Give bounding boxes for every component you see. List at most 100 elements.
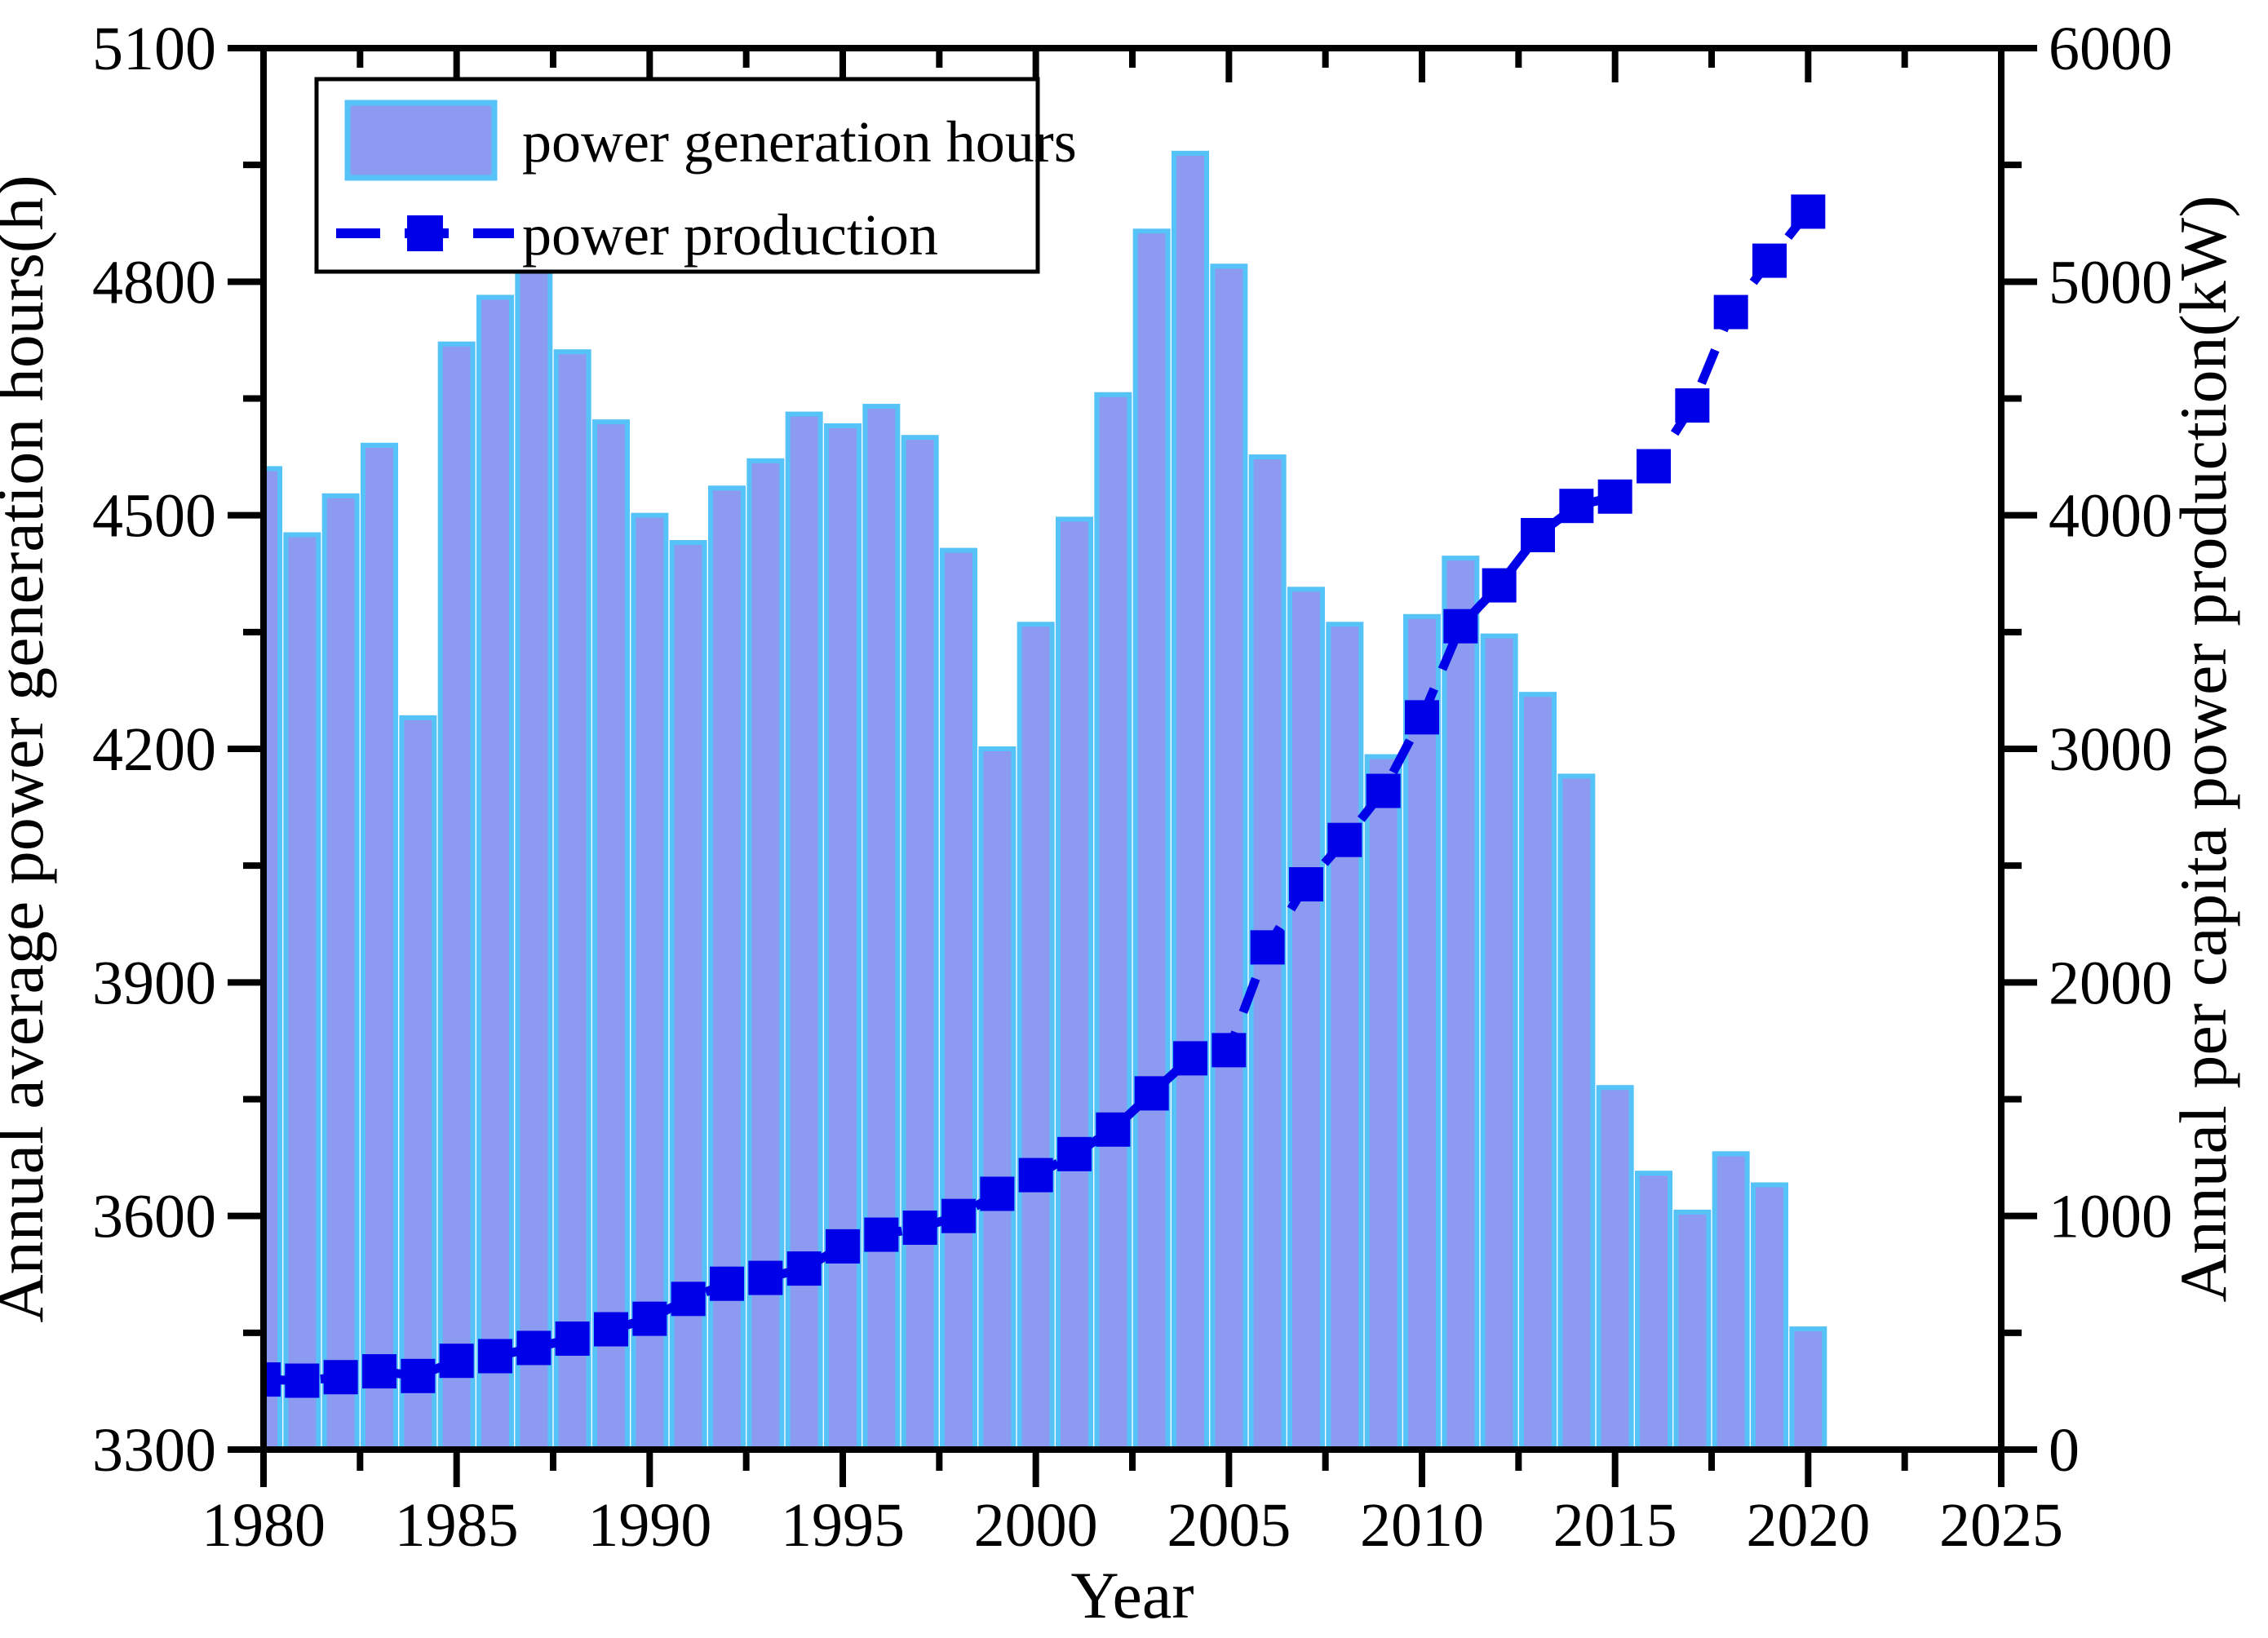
marker-1983	[362, 1354, 396, 1389]
marker-2010	[1405, 700, 1439, 735]
legend-bar-swatch	[344, 100, 498, 181]
marker-2015	[1597, 479, 1632, 514]
bar-2005	[1210, 263, 1248, 1450]
bar-1987	[515, 255, 553, 1450]
bar-1992	[708, 485, 746, 1450]
marker-2020	[1791, 194, 1826, 229]
bar-1983	[361, 442, 398, 1450]
marker-2009	[1366, 773, 1401, 808]
bar-1993	[746, 458, 785, 1450]
marker-1992	[710, 1266, 744, 1301]
bar-2019	[1751, 1182, 1788, 1450]
bar-2009	[1364, 754, 1402, 1450]
marker-2001	[1057, 1136, 1092, 1171]
marker-1985	[439, 1344, 474, 1379]
marker-2005	[1212, 1033, 1247, 1068]
x-tick-label-2020: 2020	[1746, 1491, 1870, 1560]
marker-2003	[1134, 1076, 1169, 1111]
x-tick-label-1985: 1985	[395, 1491, 519, 1560]
marker-1981	[285, 1363, 320, 1398]
right-tick-label-5000: 5000	[2049, 248, 2173, 317]
left-axis-title: Annual average power generation hours(h)	[0, 175, 57, 1322]
bar-1988	[553, 349, 591, 1450]
marker-1986	[478, 1339, 512, 1374]
bar-1997	[901, 435, 939, 1450]
x-tick-label-2010: 2010	[1360, 1491, 1484, 1560]
marker-1987	[516, 1330, 551, 1366]
bar-1999	[978, 746, 1017, 1450]
x-tick-label-1995: 1995	[781, 1491, 905, 1560]
x-tick-label-2025: 2025	[1939, 1491, 2063, 1560]
x-tick-label-2005: 2005	[1167, 1491, 1291, 1560]
right-tick-label-0: 0	[2049, 1416, 2080, 1485]
bar-2020	[1789, 1326, 1827, 1450]
marker-1980	[264, 1362, 281, 1397]
x-tick-label-1990: 1990	[587, 1491, 711, 1560]
marker-1989	[594, 1312, 628, 1347]
bar-1994	[785, 411, 823, 1450]
marker-1994	[786, 1251, 822, 1286]
x-tick-label-2015: 2015	[1553, 1491, 1677, 1560]
marker-1996	[864, 1217, 899, 1252]
marker-1993	[748, 1260, 783, 1295]
bar-2013	[1519, 692, 1557, 1450]
bar-1986	[476, 294, 514, 1450]
bar-1998	[940, 547, 977, 1450]
right-tick-label-3000: 3000	[2049, 715, 2173, 784]
line-series	[264, 194, 1826, 1398]
bar-1982	[321, 493, 360, 1450]
legend-line-label: power production	[522, 202, 938, 268]
bar-2000	[1017, 622, 1055, 1450]
bar-2012	[1480, 633, 1518, 1450]
marker-1991	[671, 1282, 706, 1317]
marker-1984	[401, 1358, 436, 1393]
marker-1997	[902, 1210, 937, 1245]
bar-2004	[1172, 150, 1209, 1450]
left-tick-label-5100: 5100	[92, 15, 216, 83]
bar-2014	[1557, 773, 1596, 1450]
left-tick-label-4500: 4500	[92, 482, 216, 551]
bar-1996	[862, 404, 901, 1450]
marker-1999	[980, 1176, 1015, 1211]
right-axis-title: Annual per capita power production(kW)	[2166, 195, 2240, 1302]
marker-2018	[1713, 294, 1748, 330]
marker-2014	[1559, 489, 1594, 524]
marker-1982	[323, 1360, 358, 1395]
marker-2012	[1482, 568, 1517, 603]
bar-2017	[1673, 1209, 1712, 1450]
marker-1990	[632, 1301, 667, 1336]
left-tick-label-3300: 3300	[92, 1416, 216, 1485]
x-tick-label-1980: 1980	[202, 1491, 326, 1560]
tick-labels: 3300 3600 3900 4200 4500 4800 5100 0 1000 2000 300…	[92, 15, 2173, 1560]
right-tick-label-6000: 6000	[2049, 15, 2173, 83]
bar-2002	[1094, 392, 1132, 1450]
bar-series	[264, 150, 1827, 1450]
right-tick-label-2000: 2000	[2049, 949, 2173, 1017]
bar-2008	[1326, 622, 1364, 1450]
legend: power generation hours power production	[314, 77, 1077, 274]
bar-1995	[824, 423, 862, 1450]
marker-2002	[1096, 1112, 1131, 1147]
marker-2019	[1752, 243, 1787, 278]
bar-2015	[1596, 1085, 1634, 1450]
bar-1985	[437, 341, 476, 1450]
bar-2007	[1287, 587, 1325, 1450]
left-tick-label-3900: 3900	[92, 949, 216, 1017]
bar-2003	[1132, 228, 1171, 1450]
bar-1984	[399, 715, 437, 1450]
bar-2018	[1712, 1151, 1750, 1450]
bar-1981	[283, 532, 321, 1450]
marker-1998	[941, 1198, 976, 1233]
right-tick-label-4000: 4000	[2049, 482, 2173, 551]
x-tick-label-2000: 2000	[974, 1491, 1098, 1560]
bar-2011	[1442, 556, 1480, 1450]
marker-2004	[1173, 1041, 1207, 1076]
axes	[228, 45, 2037, 1487]
marker-2007	[1289, 867, 1323, 902]
right-tick-label-1000: 1000	[2049, 1183, 2173, 1251]
left-tick-label-4200: 4200	[92, 715, 216, 784]
marker-2000	[1018, 1158, 1053, 1193]
marker-2017	[1675, 388, 1710, 423]
